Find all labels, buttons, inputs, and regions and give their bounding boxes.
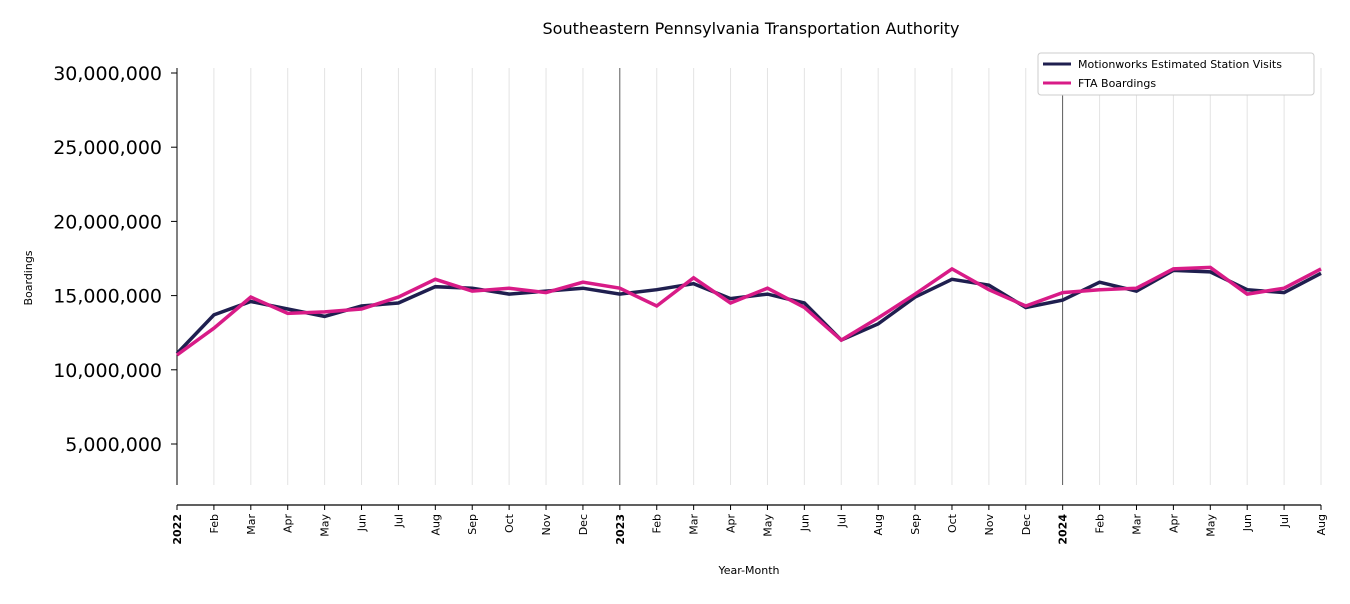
- x-tick-label: Apr: [725, 514, 738, 534]
- y-axis-label: Boardings: [22, 250, 35, 305]
- x-tick-label: Jun: [1241, 514, 1254, 532]
- x-tick-label: May: [1204, 514, 1217, 537]
- x-tick-label: Jun: [798, 514, 811, 532]
- x-tick-label: Jul: [392, 514, 405, 528]
- x-tick-label: Feb: [208, 514, 221, 533]
- x-tick-label: 2023: [614, 514, 627, 545]
- y-tick-label: 15,000,000: [53, 286, 162, 308]
- x-tick-label: May: [761, 514, 774, 537]
- y-tick-label: 25,000,000: [53, 137, 162, 159]
- legend: Motionworks Estimated Station Visits FTA…: [1038, 53, 1314, 95]
- x-tick-label: Oct: [946, 513, 959, 533]
- legend-label-motionworks: Motionworks Estimated Station Visits: [1078, 58, 1282, 71]
- chart-title: Southeastern Pennsylvania Transportation…: [543, 19, 960, 38]
- x-tick-label: Feb: [1094, 514, 1107, 533]
- x-tick-label: Aug: [872, 514, 885, 535]
- x-tick-label: 2022: [171, 514, 184, 545]
- x-axis-label: Year-Month: [717, 564, 779, 577]
- x-tick-label: Oct: [503, 513, 516, 533]
- x-tick-label: 2024: [1057, 514, 1070, 545]
- x-tick-label: Jul: [1278, 514, 1291, 528]
- x-tick-label: Mar: [245, 514, 258, 535]
- x-tick-label: May: [319, 514, 332, 537]
- x-tick-label: Mar: [688, 514, 701, 535]
- x-tick-label: Feb: [651, 514, 664, 533]
- x-tick-label: Aug: [429, 514, 442, 535]
- x-tick-label: Nov: [540, 514, 553, 536]
- y-tick-label: 5,000,000: [65, 434, 162, 456]
- y-tick-label: 20,000,000: [53, 211, 162, 233]
- series-line-fta: [177, 267, 1321, 355]
- x-tick-label: Jun: [356, 514, 369, 532]
- x-tick-label: Dec: [1020, 514, 1033, 535]
- x-tick-label: Sep: [466, 514, 479, 535]
- x-tick-label: Mar: [1130, 514, 1143, 535]
- x-tick-label: Nov: [983, 514, 996, 536]
- x-tick-label: Aug: [1315, 514, 1328, 535]
- y-tick-label: 30,000,000: [53, 63, 162, 85]
- x-tick-label: Apr: [282, 514, 295, 534]
- y-tick-label: 10,000,000: [53, 360, 162, 382]
- x-tick-label: Dec: [577, 514, 590, 535]
- x-tick-label: Sep: [909, 514, 922, 535]
- x-tick-label: Apr: [1167, 514, 1180, 534]
- x-tick-label: Jul: [835, 514, 848, 528]
- legend-label-fta: FTA Boardings: [1078, 77, 1156, 90]
